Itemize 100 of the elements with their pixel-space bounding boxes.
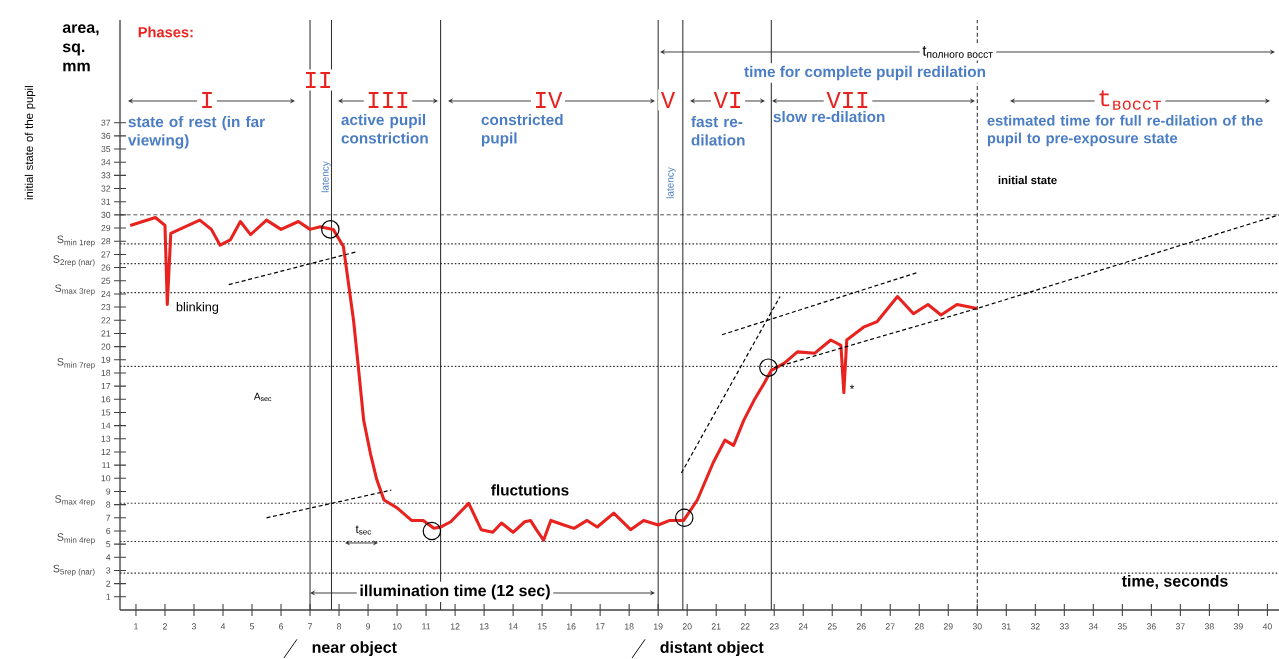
chart-title: Phases:: [138, 26, 193, 38]
x-tick-label: 29: [943, 623, 953, 630]
y-tick-label: 8: [106, 501, 111, 508]
annotation: active pupil constriction: [341, 113, 428, 144]
x-tick-label: 38: [1204, 623, 1214, 630]
annotation: time for complete pupil redilation: [744, 65, 986, 81]
text: initial state of the pupil: [24, 86, 36, 200]
annotation: initial state: [998, 175, 1057, 185]
x-tick-label: 1: [134, 623, 138, 630]
y-tick-label: 36: [101, 132, 111, 139]
ref-line-label: $\text{S}_{\text{2rep (nar)}}$: [53, 255, 95, 267]
point: [422, 521, 442, 541]
ref-line-label: near object: [312, 641, 397, 657]
y-tick-label: 31: [101, 198, 111, 205]
annotation: state of rest (in far viewing): [128, 115, 265, 149]
y-tick-label: 28: [101, 238, 111, 245]
x-tick-label: 31: [1001, 623, 1011, 630]
x-tick-label: 2: [163, 623, 167, 630]
y-tick-label: 35: [101, 145, 111, 153]
y-tick-label: 33: [101, 172, 111, 179]
y-tick-label: 17: [101, 383, 111, 390]
x-tick-label: 19: [654, 623, 663, 630]
x-tick-label: 40: [1262, 623, 1272, 630]
x-tick-label: 34: [1088, 623, 1098, 630]
y-tick-label: 14: [101, 422, 111, 429]
ref-line-label: $\text{S}_{\text{max 3rep}}$: [55, 284, 95, 296]
y-tick-label: 19: [101, 356, 111, 363]
x-tick-label: 8: [337, 623, 342, 630]
y-tick-label: 3: [106, 567, 111, 574]
ref-line-label: $\text{S}_{\text{min 4rep}}$: [57, 533, 95, 545]
y-tick-label: 24: [101, 290, 111, 297]
y-tick-label: 27: [101, 251, 111, 258]
y-tick-label: 29: [101, 225, 111, 232]
y-tick-label: 5: [106, 541, 111, 548]
annotation: latency: [321, 161, 331, 193]
x-tick-label: 27: [885, 623, 895, 630]
x-tick-label: 21: [711, 623, 721, 630]
y-tick-label: 21: [101, 330, 111, 337]
y-tick-label: 22: [101, 317, 111, 324]
x-tick-label: 22: [740, 623, 750, 630]
y-tick-label: 16: [101, 396, 111, 403]
annotation: I: [202, 92, 212, 108]
y-tick-label: 9: [106, 488, 111, 495]
x-tick-label: 25: [827, 623, 837, 630]
x-tick-label: 3: [191, 623, 197, 630]
x-tick-label: 33: [1059, 623, 1069, 630]
ref-line-label: $\text{S}_{\text{5rep (nar)}}$: [53, 564, 95, 577]
annotation: $\text{t}_{\text{полного восст}}$: [922, 46, 993, 58]
x-tick-label: 12: [450, 623, 460, 630]
y-tick-label: 4: [106, 554, 111, 561]
x-tick-label: 39: [1233, 623, 1243, 630]
annotation: VII: [826, 92, 868, 108]
x-tick-label: 28: [914, 623, 924, 630]
x-tick-label: 24: [798, 623, 808, 630]
y-tick-label: 23: [101, 304, 111, 311]
y-tick-label: 12: [101, 448, 111, 455]
annotation: latency: [666, 167, 676, 199]
y-tick-label: 1: [106, 593, 111, 600]
x-tick-label: 5: [249, 623, 255, 630]
x-tick-label: 26: [856, 623, 866, 630]
x-tick-label: 14: [508, 623, 518, 630]
y-tick-label: 18: [101, 369, 111, 376]
annotation: illumination time (12 sec): [360, 584, 550, 600]
annotation: II: [305, 72, 331, 88]
y-tick-label: 11: [102, 462, 111, 469]
annotation: constricted pupil: [481, 113, 563, 147]
x-tick-label: 13: [479, 623, 489, 630]
y-tick-label: 20: [101, 343, 111, 350]
annotation: IV: [535, 92, 563, 108]
ref-line-label: $\text{S}_{\text{min 1rep}}$: [57, 235, 95, 247]
x-tick-label: 23: [769, 623, 779, 630]
annotation: fluctutions: [491, 484, 569, 496]
point: [675, 508, 694, 528]
x-tick-label: 10: [392, 623, 402, 630]
annotation: III: [368, 92, 408, 108]
annotation: t$_{восст}$: [1099, 90, 1161, 110]
y-tick-label: 2: [106, 580, 111, 587]
annotation: blinking: [176, 302, 219, 314]
y-tick-label: 26: [101, 264, 111, 271]
annotation: t$_{sec}$: [355, 525, 372, 535]
y-tick-label: 6: [106, 527, 111, 535]
ref-line-label: distant object: [660, 641, 764, 657]
annotation: *: [849, 384, 855, 390]
annotation: A$_{sec}$: [253, 392, 272, 402]
annotation: VI: [713, 92, 741, 108]
y-axis-title: area, sq. mm: [62, 24, 99, 72]
ref-line-label: $\text{S}_{\text{max 4rep}}$: [55, 495, 95, 507]
y-tick-label: 25: [101, 277, 111, 284]
y-tick-label: 37: [101, 119, 111, 126]
x-tick-label: 7: [308, 623, 312, 630]
y-tick-label: 10: [101, 475, 111, 482]
x-tick-label: 6: [279, 623, 284, 630]
y-tick-label: 30: [101, 211, 111, 218]
point: [321, 220, 340, 239]
x-tick-label: 16: [566, 623, 576, 630]
x-tick-label: 15: [537, 623, 547, 630]
x-tick-label: 17: [595, 623, 605, 630]
x-tick-label: 11: [422, 623, 431, 630]
y-tick-label: 13: [101, 435, 111, 442]
y-tick-label: 34: [101, 159, 111, 166]
